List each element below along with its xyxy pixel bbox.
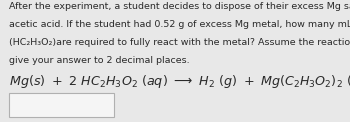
Text: give your answer to 2 decimal places.: give your answer to 2 decimal places.	[9, 56, 189, 65]
Text: (HC₂H₃O₂)are required to fully react with the metal? Assume the reaction proceed: (HC₂H₃O₂)are required to fully react wit…	[9, 38, 350, 47]
Text: acetic acid. If the student had 0.52 g of excess Mg metal, how many mL of 0.83 M: acetic acid. If the student had 0.52 g o…	[9, 20, 350, 29]
FancyBboxPatch shape	[9, 93, 114, 117]
Text: $Mg(s)\ +\ 2\ HC_2H_3O_2\ (aq)\ \longrightarrow\ H_2\ (g)\ +\ Mg(C_2H_3O_2)_2\ (: $Mg(s)\ +\ 2\ HC_2H_3O_2\ (aq)\ \longrig…	[9, 73, 350, 90]
Text: After the experiment, a student decides to dispose of their excess Mg safely by : After the experiment, a student decides …	[9, 2, 350, 11]
